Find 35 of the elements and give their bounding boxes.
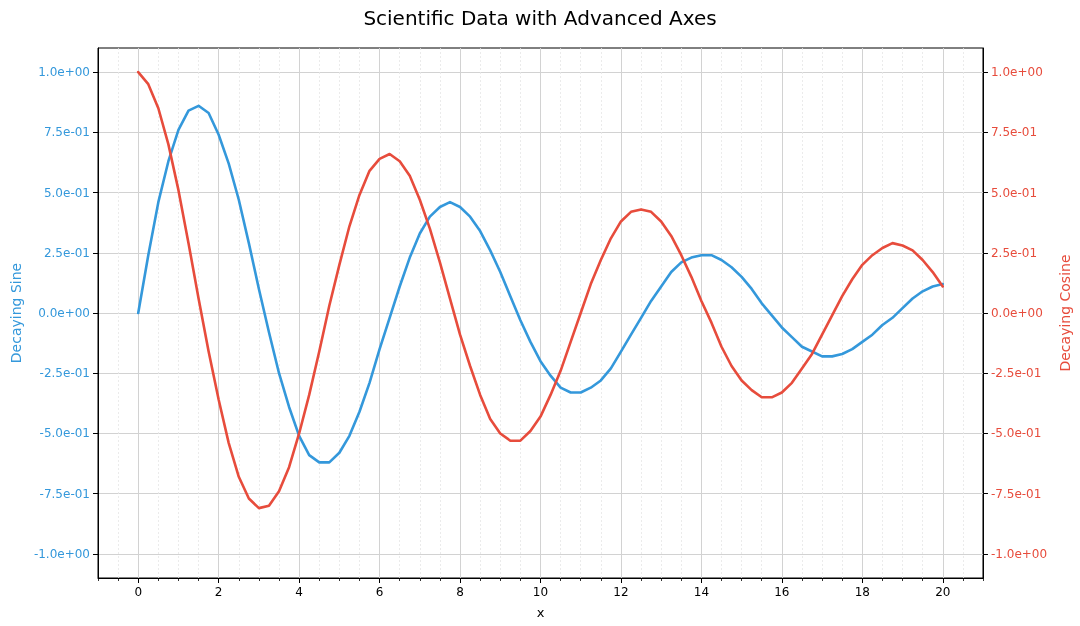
y2-tick-label: -7.5e-01 <box>990 486 1042 501</box>
line-series <box>136 70 945 510</box>
y2-axis-title: Decaying Cosine <box>1057 254 1073 372</box>
x-tick-label: 8 <box>456 585 464 599</box>
x-tick-label: 14 <box>693 585 710 599</box>
y2-tick-label: 5.0e-01 <box>990 185 1038 200</box>
x-tick-label: 4 <box>295 585 303 599</box>
x-tick-label: 16 <box>774 585 790 599</box>
x-tick-label: 6 <box>375 585 384 599</box>
y-tick-label: 1.0e+00 <box>38 65 90 80</box>
y2-tick-label: -2.5e-01 <box>990 366 1042 381</box>
y2-tick-label: -1.0e+00 <box>990 546 1048 561</box>
y2-tick-label: 2.5e-01 <box>990 245 1038 260</box>
y-tick-label: 2.5e-01 <box>43 245 90 260</box>
y-tick-label: -7.5e-01 <box>39 486 90 501</box>
x-tick-label: 12 <box>613 585 629 599</box>
x-tick-label: 20 <box>935 585 951 599</box>
y2-tick-label: 7.5e-01 <box>990 125 1038 140</box>
x-axis-title: x <box>536 605 545 620</box>
y-tick-label: 7.5e-01 <box>43 125 90 140</box>
y2-tick-label: -5.0e-01 <box>990 426 1042 441</box>
y-tick-label: -5.0e-01 <box>39 426 90 441</box>
x-tick-label: 18 <box>854 585 870 599</box>
y-axis-title: Decaying Sine <box>7 262 24 364</box>
y-tick-label: 0.0e+00 <box>38 306 90 320</box>
x-tick-label: 0 <box>134 585 143 599</box>
x-tick-label: 10 <box>532 585 549 599</box>
y-tick-label: 5.0e-01 <box>43 185 90 200</box>
y2-tick-label: 0.0e+00 <box>990 306 1043 320</box>
y-tick-label: -1.0e+00 <box>33 546 90 561</box>
line-series <box>136 104 945 464</box>
x-tick-label: 2 <box>214 585 223 599</box>
y2-tick-label: 1.0e+00 <box>990 65 1043 80</box>
chart-title: Scientific Data with Advanced Axes <box>363 6 717 30</box>
y-tick-label: -2.5e-01 <box>39 366 90 381</box>
